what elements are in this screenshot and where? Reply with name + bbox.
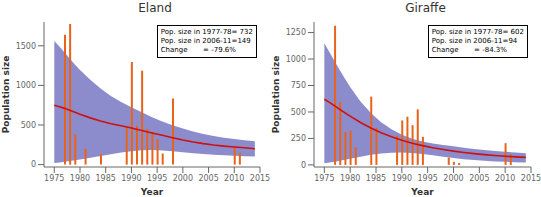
svg-text:2005: 2005 [469, 174, 489, 183]
html-text:Eland: Eland [138, 1, 172, 15]
svg-text:1990: 1990 [121, 174, 141, 183]
svg-text:2000: 2000 [173, 174, 193, 183]
svg-text:1985: 1985 [366, 174, 386, 183]
html-text:Giraffe: Giraffe [405, 1, 446, 15]
svg-text:1000: 1000 [16, 81, 36, 90]
svg-text:1990: 1990 [392, 174, 412, 183]
svg-text:0: 0 [301, 161, 306, 170]
svg-text:1500: 1500 [16, 42, 36, 51]
svg-text:250: 250 [291, 134, 306, 143]
svg-text:2015: 2015 [521, 174, 533, 183]
svg-text:1975: 1975 [44, 174, 64, 183]
svg-text:Year: Year [140, 187, 164, 197]
svg-text:1995: 1995 [417, 174, 437, 183]
svg-text:Population size: Population size [271, 56, 281, 134]
html-text:Pop. size in 1977-78= 732 Pop.: Pop. size in 1977-78= 732 Pop. size in 2… [160, 28, 253, 54]
svg-text:2010: 2010 [495, 174, 515, 183]
svg-text:1995: 1995 [147, 174, 167, 183]
svg-text:Population size: Population size [8, 56, 11, 134]
svg-text:750: 750 [291, 81, 306, 90]
svg-text:Year: Year [410, 187, 434, 197]
svg-text:500: 500 [291, 108, 306, 117]
svg-text:2005: 2005 [198, 174, 218, 183]
svg-text:1250: 1250 [286, 28, 306, 37]
svg-text:1975: 1975 [314, 174, 334, 183]
svg-text:2015: 2015 [250, 174, 270, 183]
svg-text:500: 500 [21, 121, 36, 130]
svg-text:2000: 2000 [443, 174, 463, 183]
svg-text:0: 0 [31, 160, 36, 169]
html-text:Pop. size in 1977-78= 602 Pop.: Pop. size in 1977-78= 602 Pop. size in 2… [431, 28, 524, 54]
svg-text:1985: 1985 [96, 174, 116, 183]
svg-text:1980: 1980 [340, 174, 360, 183]
svg-text:1980: 1980 [70, 174, 90, 183]
svg-text:1000: 1000 [286, 55, 306, 64]
svg-text:2010: 2010 [224, 174, 244, 183]
